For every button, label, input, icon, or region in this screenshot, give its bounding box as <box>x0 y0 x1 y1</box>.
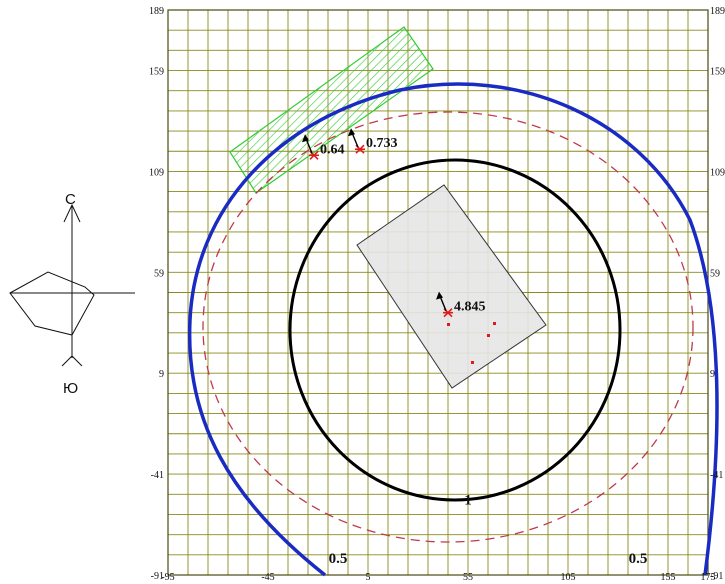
measurement-point: 0.733 <box>348 128 398 154</box>
y-tick-label-right: -41 <box>710 470 723 481</box>
contour-0-5 <box>187 82 719 577</box>
compass-south-label: Ю <box>63 380 78 397</box>
y-tick-label-left: 159 <box>149 67 164 78</box>
gray-zone <box>356 184 547 389</box>
x-axis-ticks: -95 -45 5 55 105 155 175 <box>161 572 715 583</box>
y-tick-label-right: 109 <box>710 167 725 178</box>
y-tick-label-left: 109 <box>149 167 164 178</box>
compass-rose: С Ю <box>9 191 135 397</box>
measurement-point: 4.845 <box>436 291 486 318</box>
y-tick-label-left: 189 <box>149 6 164 17</box>
measurement-points: 0.64 0.733 4.845 <box>302 128 486 318</box>
compass-north-label: С <box>65 191 76 208</box>
contour-value-label: 0.5 <box>329 551 348 567</box>
y-tick-label-right: 159 <box>710 67 725 78</box>
y-tick-label-left: 9 <box>159 369 164 380</box>
red-dots <box>447 322 496 364</box>
measurement-value: 0.733 <box>366 136 398 151</box>
contour-1 <box>288 158 622 502</box>
y-tick-label-right: 59 <box>710 268 720 279</box>
x-tick-label: -95 <box>161 572 174 583</box>
measurement-value: 0.64 <box>320 142 345 157</box>
y-tick-label-right: -91 <box>710 571 723 582</box>
x-tick-label: 155 <box>661 572 676 583</box>
x-tick-label: 55 <box>463 572 473 583</box>
y-tick-label-right: 189 <box>710 6 725 17</box>
y-tick-label-right: 9 <box>710 369 715 380</box>
y-tick-label-left: -41 <box>151 470 164 481</box>
y-tick-label-left: -91 <box>151 571 164 582</box>
x-tick-label: 105 <box>561 572 576 583</box>
contour-value-label: 0.5 <box>629 551 648 567</box>
x-tick-label: -45 <box>261 572 274 583</box>
y-axis-ticks-right: 189 159 109 59 9 -41 -91 <box>710 6 725 582</box>
y-tick-label-left: 59 <box>154 268 164 279</box>
measurement-value: 4.845 <box>454 300 486 315</box>
dashed-contour <box>202 111 694 543</box>
contour-labels: 1 0.5 0.5 <box>329 492 648 567</box>
contour-value-label: 1 <box>464 492 472 508</box>
y-axis-ticks-left: 189 159 109 59 9 -41 -91 <box>149 6 164 582</box>
x-tick-label: 5 <box>366 572 371 583</box>
measurement-point: 0.64 <box>302 134 345 160</box>
x-tick-label: 175 <box>701 572 716 583</box>
